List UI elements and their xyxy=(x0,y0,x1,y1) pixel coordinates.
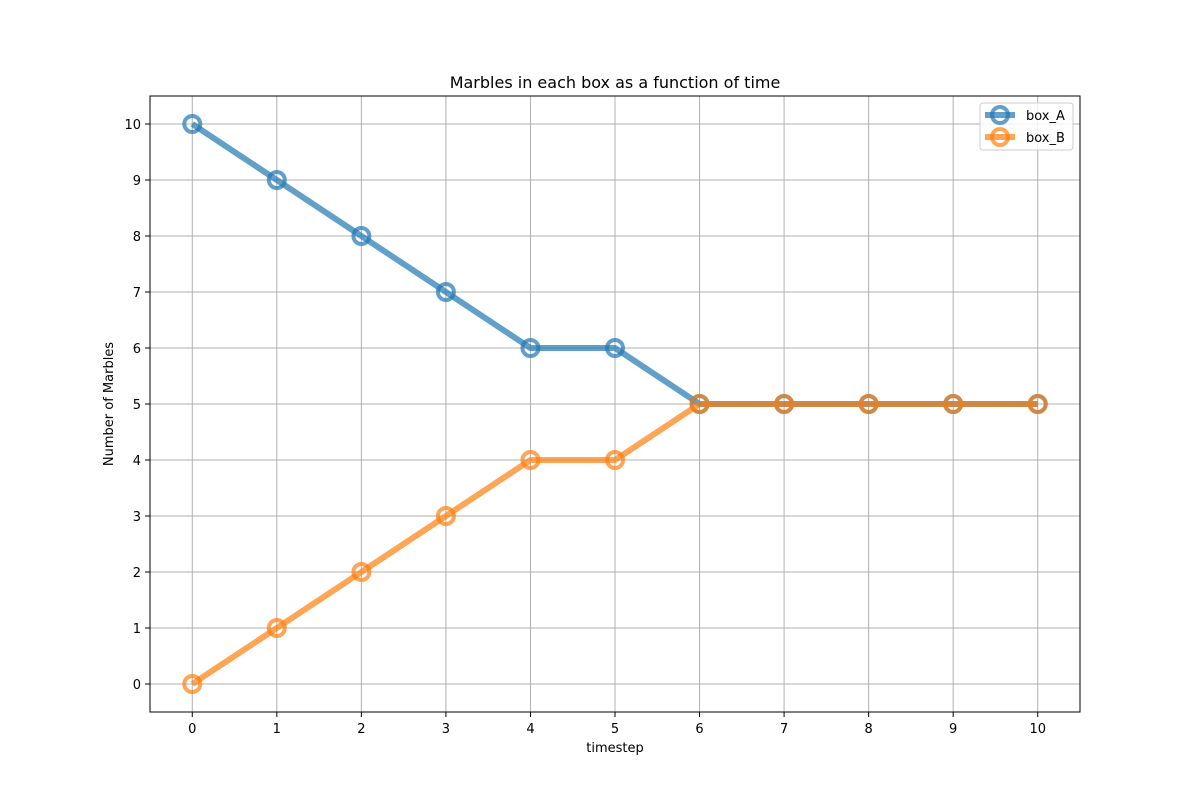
y-tick-label: 10 xyxy=(124,118,141,133)
x-tick-label: 6 xyxy=(695,722,703,737)
y-tick-label: 7 xyxy=(133,286,141,301)
data-point-box_A xyxy=(266,170,287,190)
x-axis-label: timestep xyxy=(586,741,644,756)
data-point-box_B xyxy=(774,394,795,414)
legend-marker-box-b xyxy=(990,127,1010,147)
x-tick-label: 7 xyxy=(780,722,788,737)
y-tick-label: 4 xyxy=(133,454,141,469)
y-tick-label: 9 xyxy=(133,174,141,189)
data-point-box_B xyxy=(1027,394,1048,414)
data-point-box_B xyxy=(858,394,879,414)
data-point-box_B xyxy=(351,562,372,582)
y-axis-ticks: 0 1 2 3 4 5 6 7 8 9 10 xyxy=(124,118,150,693)
data-point-box_B xyxy=(943,394,964,414)
legend-marker-box-a xyxy=(990,105,1010,125)
data-point-box_B xyxy=(605,450,625,470)
data-point-box_A xyxy=(520,338,541,358)
chart-title: Marbles in each box as a function of tim… xyxy=(450,73,781,92)
data-point-box_B xyxy=(266,618,287,638)
series-layer xyxy=(182,114,1048,694)
y-tick-label: 0 xyxy=(133,678,141,693)
y-tick-label: 1 xyxy=(133,622,141,637)
y-tick-label: 2 xyxy=(133,566,141,581)
x-tick-label: 5 xyxy=(611,722,619,737)
x-axis-ticks: 0 1 2 3 4 5 6 7 8 9 10 xyxy=(188,712,1046,737)
data-point-box_B xyxy=(520,450,541,470)
y-tick-label: 5 xyxy=(133,398,141,413)
y-tick-label: 8 xyxy=(133,230,141,245)
x-tick-label: 0 xyxy=(188,722,196,737)
x-tick-label: 9 xyxy=(949,722,957,737)
x-tick-label: 1 xyxy=(273,722,281,737)
y-tick-label: 3 xyxy=(133,510,141,525)
series-box_B xyxy=(182,394,1048,694)
data-point-box_A xyxy=(182,114,203,134)
x-tick-label: 8 xyxy=(864,722,872,737)
legend-label-box-a: box_A xyxy=(1026,109,1065,124)
data-point-box_B xyxy=(435,506,456,526)
x-tick-label: 2 xyxy=(357,722,365,737)
legend: box_A box_B xyxy=(979,102,1074,151)
x-tick-label: 3 xyxy=(442,722,450,737)
data-point-box_B xyxy=(689,394,710,414)
data-point-box_A xyxy=(435,282,456,302)
legend-label-box-b: box_B xyxy=(1026,131,1065,146)
data-point-box_A xyxy=(605,338,625,358)
data-point-box_A xyxy=(351,226,372,246)
x-tick-label: 10 xyxy=(1029,722,1046,737)
x-tick-label: 4 xyxy=(526,722,534,737)
y-axis-label: Number of Marbles xyxy=(102,342,117,466)
y-tick-label: 6 xyxy=(133,342,141,357)
series-line-box_B xyxy=(190,401,1038,687)
data-point-box_B xyxy=(182,674,203,694)
